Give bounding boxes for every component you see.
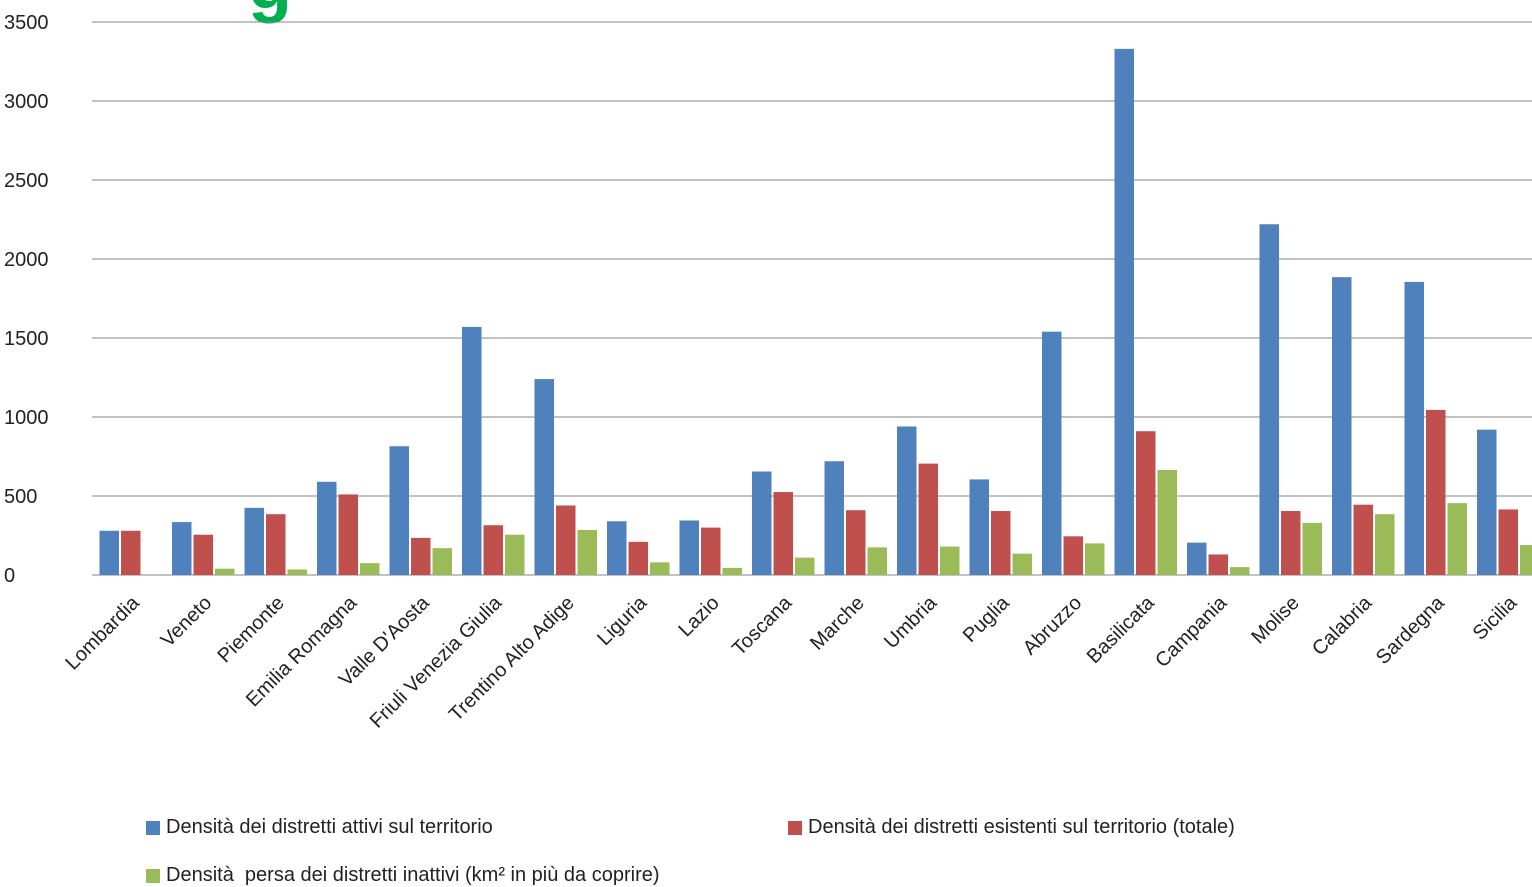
x-tick-label: Veneto bbox=[157, 592, 217, 652]
legend-item-active: Densità dei distretti attivi sul territo… bbox=[146, 816, 493, 839]
bar-1-6 bbox=[556, 505, 576, 575]
bar-1-2 bbox=[266, 514, 286, 575]
legend-swatch-lost bbox=[146, 868, 160, 883]
bar-2-5 bbox=[505, 534, 525, 575]
x-tick-label: Puglia bbox=[959, 591, 1014, 646]
bar-1-5 bbox=[483, 525, 503, 575]
bar-1-15 bbox=[1208, 554, 1228, 575]
y-tick-label-0: 0 bbox=[4, 565, 15, 587]
bar-2-2 bbox=[287, 569, 307, 575]
legend-label-lost: Densità persa dei distretti inattivi (km… bbox=[166, 864, 660, 886]
x-tick-label: Marche bbox=[806, 592, 869, 655]
bar-0-18 bbox=[1404, 281, 1424, 575]
bar-0-8 bbox=[679, 520, 699, 575]
x-tick-label: Liguria bbox=[593, 591, 652, 650]
y-tick-label-500: 500 bbox=[4, 486, 37, 508]
chart-title-fragment: g bbox=[248, 0, 292, 20]
y-tick-label-2000: 2000 bbox=[4, 249, 49, 271]
bar-0-17 bbox=[1332, 277, 1352, 575]
x-tick-label: Friuli Venezia Giulia bbox=[366, 591, 507, 732]
bar-1-4 bbox=[411, 537, 431, 575]
bar-2-12 bbox=[1012, 553, 1032, 575]
bar-0-7 bbox=[607, 521, 627, 575]
x-tick-label: Sicilia bbox=[1469, 591, 1522, 644]
legend-item-lost: Densità persa dei distretti inattivi (km… bbox=[146, 864, 660, 887]
bar-1-14 bbox=[1136, 431, 1156, 575]
x-tick-label: Campania bbox=[1151, 591, 1232, 672]
bar-0-5 bbox=[462, 326, 482, 575]
bar-0-2 bbox=[244, 507, 264, 575]
x-tick-label: Molise bbox=[1247, 592, 1303, 648]
bar-1-13 bbox=[1063, 536, 1083, 575]
legend-swatch-active bbox=[146, 820, 160, 835]
bar-1-3 bbox=[338, 494, 358, 575]
bar-0-19 bbox=[1477, 429, 1497, 575]
bar-0-1 bbox=[172, 522, 192, 575]
bar-1-16 bbox=[1281, 511, 1301, 575]
x-tick-label: Trentino Alto Adige bbox=[445, 592, 579, 726]
bar-0-11 bbox=[897, 426, 917, 575]
bar-2-3 bbox=[360, 563, 380, 575]
bar-0-9 bbox=[752, 471, 772, 575]
bar-1-7 bbox=[628, 541, 648, 575]
x-tick-label: Umbria bbox=[880, 591, 942, 653]
x-tick-label: Lazio bbox=[674, 592, 723, 641]
x-tick-label: Lombardia bbox=[61, 591, 144, 674]
legend-item-total: Densità dei distretti esistenti sul terr… bbox=[788, 816, 1235, 839]
bar-2-17 bbox=[1375, 514, 1395, 575]
bar-2-11 bbox=[940, 546, 960, 575]
bar-0-10 bbox=[824, 461, 844, 575]
bar-2-8 bbox=[722, 567, 742, 575]
bar-1-1 bbox=[193, 534, 213, 575]
bar-2-7 bbox=[650, 562, 670, 575]
bar-0-13 bbox=[1042, 331, 1062, 575]
bar-2-9 bbox=[795, 557, 815, 575]
bar-2-1 bbox=[215, 568, 235, 575]
x-tick-label: Basilicata bbox=[1083, 591, 1160, 668]
bar-2-4 bbox=[432, 548, 452, 575]
bar-1-12 bbox=[991, 511, 1011, 575]
bar-0-6 bbox=[534, 379, 554, 575]
y-tick-label-1000: 1000 bbox=[4, 407, 49, 429]
bar-0-14 bbox=[1114, 48, 1134, 576]
bar-2-16 bbox=[1302, 522, 1322, 575]
legend-label-total: Densità dei distretti esistenti sul terr… bbox=[808, 816, 1235, 838]
bar-0-3 bbox=[317, 481, 337, 575]
bar-1-10 bbox=[846, 510, 866, 575]
y-tick-label-3000: 3000 bbox=[4, 91, 49, 113]
bar-1-19 bbox=[1498, 509, 1518, 575]
bar-2-19 bbox=[1520, 544, 1532, 575]
bar-2-6 bbox=[577, 529, 597, 575]
legend-label-active: Densità dei distretti attivi sul territo… bbox=[166, 816, 493, 838]
bar-0-15 bbox=[1187, 542, 1207, 575]
bar-1-11 bbox=[918, 463, 938, 575]
y-tick-label-2500: 2500 bbox=[4, 170, 49, 192]
bar-2-13 bbox=[1085, 543, 1105, 575]
y-tick-label-1500: 1500 bbox=[4, 328, 49, 350]
x-tick-label: Sardegna bbox=[1372, 591, 1450, 669]
x-tick-label: Piemonte bbox=[213, 592, 288, 667]
bar-1-9 bbox=[773, 492, 793, 575]
bar-2-10 bbox=[867, 547, 887, 575]
bar-1-18 bbox=[1426, 409, 1446, 575]
x-tick-label: Toscana bbox=[728, 591, 797, 660]
legend-swatch-total bbox=[788, 820, 802, 835]
bar-2-15 bbox=[1230, 567, 1250, 575]
bar-2-18 bbox=[1447, 503, 1467, 575]
y-tick-label-3500: 3500 bbox=[4, 12, 49, 34]
bar-1-8 bbox=[701, 527, 721, 575]
bar-1-17 bbox=[1353, 504, 1373, 575]
x-tick-label: Calabria bbox=[1308, 591, 1377, 660]
bar-1-0 bbox=[121, 530, 141, 575]
bar-0-16 bbox=[1259, 224, 1279, 576]
bar-0-0 bbox=[99, 530, 119, 575]
bar-0-4 bbox=[389, 446, 409, 575]
bar-2-14 bbox=[1157, 469, 1177, 575]
bar-0-12 bbox=[969, 479, 989, 575]
x-tick-label: Abruzzo bbox=[1019, 592, 1086, 659]
